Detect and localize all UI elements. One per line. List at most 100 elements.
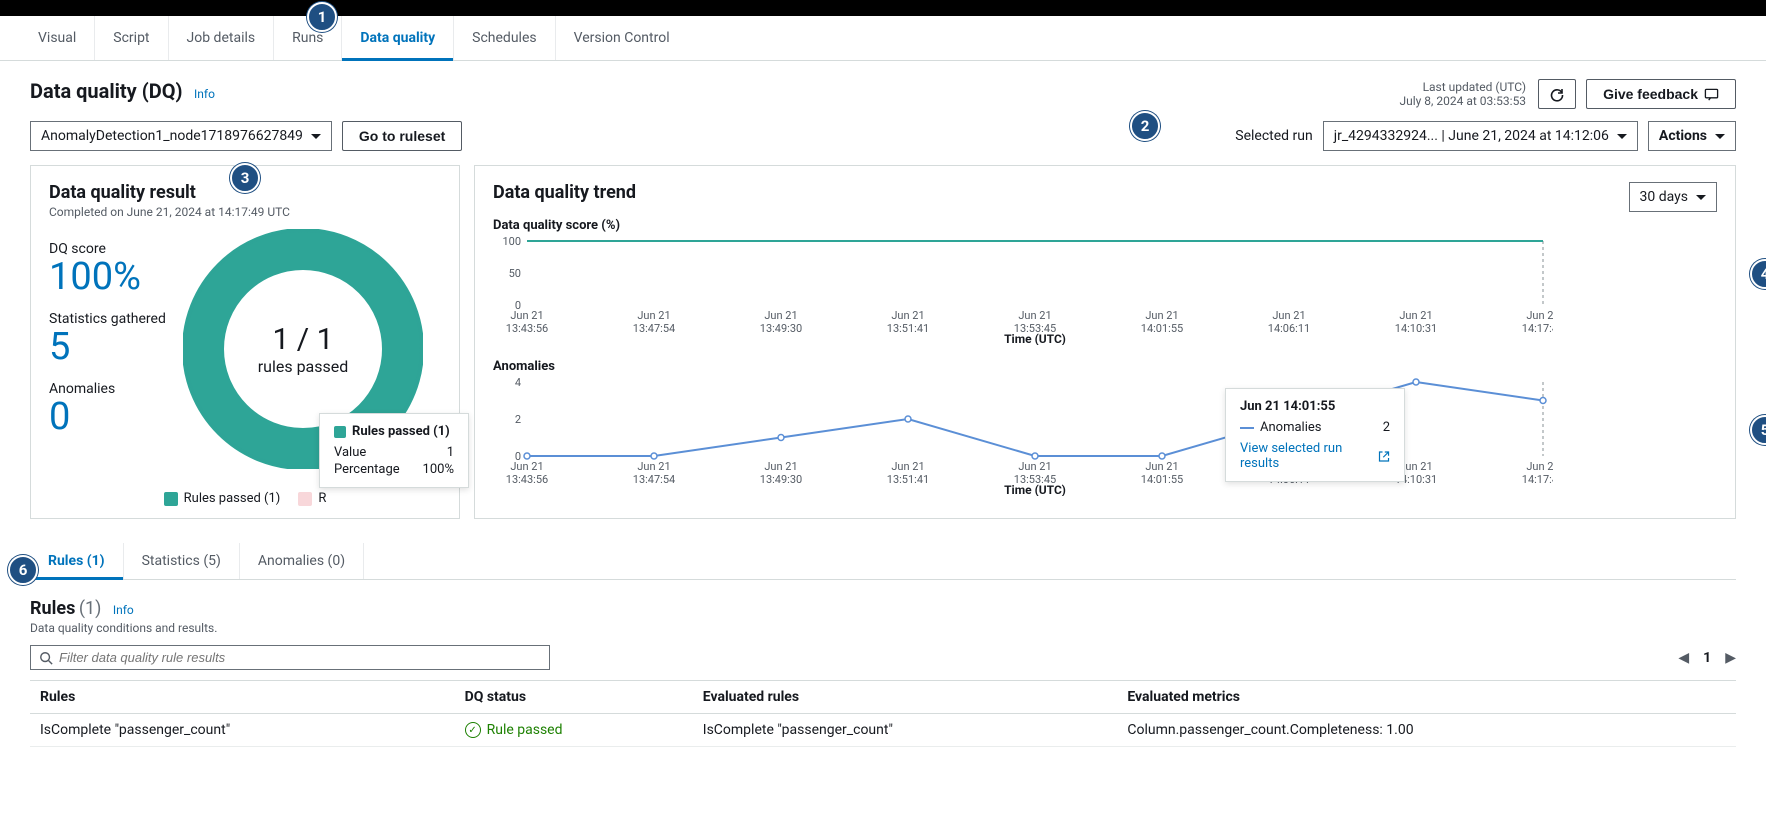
svg-text:Jun 21: Jun 21 <box>1145 460 1178 473</box>
tab-rules[interactable]: Rules (1) <box>30 543 124 579</box>
col-evaluated-metrics[interactable]: Evaluated metrics <box>1117 681 1736 714</box>
svg-text:Jun 21: Jun 21 <box>510 460 543 473</box>
go-to-ruleset-button[interactable]: Go to ruleset <box>342 121 462 151</box>
detail-tabs: Rules (1) Statistics (5) Anomalies (0) <box>30 543 1736 580</box>
anomalies-tooltip: Jun 21 14:01:55 Anomalies 2 View selecte… <box>1225 388 1405 482</box>
svg-text:Jun 21: Jun 21 <box>764 460 797 473</box>
svg-text:Jun 21: Jun 21 <box>1272 309 1305 322</box>
annotation-4: 4 <box>1750 259 1766 289</box>
chevron-down-icon <box>1696 195 1706 200</box>
svg-text:14:10:31: 14:10:31 <box>1395 322 1437 335</box>
svg-text:13:43:56: 13:43:56 <box>506 322 548 335</box>
rules-desc: Data quality conditions and results. <box>30 621 1736 635</box>
svg-text:Jun 21: Jun 21 <box>1018 460 1051 473</box>
selected-run-label: Selected run <box>1235 128 1312 144</box>
check-icon: ✓ <box>465 722 481 738</box>
stats-gathered-value: 5 <box>49 327 169 369</box>
anomalies-chart: 024Jun 2113:43:56Jun 2113:47:54Jun 2113:… <box>493 376 1717 496</box>
anomalies-chart-title: Anomalies <box>493 359 1717 374</box>
tab-schedules[interactable]: Schedules <box>454 16 555 60</box>
info-link[interactable]: Info <box>194 87 215 101</box>
donut-center-value: 1 / 1 <box>258 322 349 357</box>
annotation-1: 1 <box>307 2 337 32</box>
annotation-5: 5 <box>1750 415 1766 445</box>
svg-text:14:17:49: 14:17:49 <box>1522 322 1553 335</box>
svg-text:Jun 21: Jun 21 <box>637 460 670 473</box>
legend-swatch-passed <box>164 492 178 506</box>
svg-text:14:01:55: 14:01:55 <box>1141 322 1183 335</box>
svg-text:13:49:30: 13:49:30 <box>760 473 802 486</box>
svg-text:13:47:54: 13:47:54 <box>633 322 675 335</box>
chevron-down-icon <box>1617 134 1627 139</box>
donut-center-label: rules passed <box>258 357 349 376</box>
rules-search-input[interactable] <box>59 650 541 665</box>
view-run-results-link[interactable]: View selected run results <box>1240 441 1390 471</box>
svg-text:Jun 21: Jun 21 <box>764 309 797 322</box>
tab-data-quality[interactable]: Data quality <box>342 16 454 60</box>
svg-text:13:47:54: 13:47:54 <box>633 473 675 486</box>
donut-tooltip: Rules passed (1) Value1 Percentage100% <box>319 413 469 488</box>
col-status[interactable]: DQ status <box>455 681 693 714</box>
refresh-icon <box>1549 86 1565 102</box>
pager-next[interactable]: ▶ <box>1725 650 1736 666</box>
svg-text:Jun 21: Jun 21 <box>891 309 924 322</box>
result-completed: Completed on June 21, 2024 at 14:17:49 U… <box>49 205 441 219</box>
svg-text:Jun 21: Jun 21 <box>1018 309 1051 322</box>
trend-title: Data quality trend <box>493 182 636 203</box>
svg-text:Jun 21: Jun 21 <box>1145 309 1178 322</box>
svg-text:Jun 21: Jun 21 <box>1526 460 1553 473</box>
rules-table: Rules DQ status Evaluated rules Evaluate… <box>30 680 1736 747</box>
score-chart: 050100Jun 2113:43:56Jun 2113:47:54Jun 21… <box>493 235 1717 345</box>
pager-page: 1 <box>1703 650 1711 666</box>
dq-result-card: Data quality result Completed on June 21… <box>30 165 460 519</box>
actions-menu[interactable]: Actions <box>1648 121 1736 151</box>
donut-legend: Rules passed (1) R <box>31 491 459 506</box>
last-updated: Last updated (UTC) July 8, 2024 at 03:53… <box>1400 80 1527 108</box>
table-row[interactable]: IsComplete "passenger_count" ✓Rule passe… <box>30 714 1736 747</box>
give-feedback-button[interactable]: Give feedback <box>1586 79 1736 109</box>
trend-range-select[interactable]: 30 days <box>1629 182 1717 212</box>
dq-score-value: 100% <box>49 257 169 299</box>
primary-tabs: Visual Script Job details Runs Data qual… <box>0 16 1766 61</box>
node-select[interactable]: AnomalyDetection1_node1718976627849 <box>30 121 332 151</box>
svg-text:Time (UTC): Time (UTC) <box>1004 332 1066 345</box>
svg-text:4: 4 <box>515 376 521 389</box>
refresh-button[interactable] <box>1538 79 1576 109</box>
svg-text:13:51:41: 13:51:41 <box>887 473 929 486</box>
col-evaluated-rules[interactable]: Evaluated rules <box>693 681 1118 714</box>
tab-script[interactable]: Script <box>95 16 168 60</box>
external-link-icon <box>1378 450 1390 463</box>
page-title: Data quality (DQ) <box>30 79 183 103</box>
search-icon <box>39 651 53 665</box>
tab-version-control[interactable]: Version Control <box>556 16 688 60</box>
tab-job-details[interactable]: Job details <box>169 16 275 60</box>
svg-text:14:01:55: 14:01:55 <box>1141 473 1183 486</box>
pager-prev[interactable]: ◀ <box>1678 650 1689 666</box>
tab-anomalies[interactable]: Anomalies (0) <box>240 543 364 579</box>
legend-swatch-failed <box>298 492 312 506</box>
svg-text:14:06:11: 14:06:11 <box>1268 322 1310 335</box>
col-rules[interactable]: Rules <box>30 681 455 714</box>
dq-trend-card: Data quality trend 30 days Data quality … <box>474 165 1736 519</box>
chevron-down-icon <box>311 134 321 139</box>
svg-text:13:51:41: 13:51:41 <box>887 322 929 335</box>
svg-text:Jun 21: Jun 21 <box>1526 309 1553 322</box>
window-chrome <box>0 0 1766 16</box>
feedback-icon <box>1704 87 1719 102</box>
rules-search[interactable] <box>30 645 550 670</box>
svg-text:Jun 21: Jun 21 <box>1399 309 1432 322</box>
svg-text:Jun 21: Jun 21 <box>891 460 924 473</box>
svg-text:50: 50 <box>509 267 521 280</box>
svg-text:Jun 21: Jun 21 <box>510 309 543 322</box>
annotation-6: 6 <box>8 555 38 585</box>
anomalies-value: 0 <box>49 397 169 439</box>
svg-text:2: 2 <box>515 413 521 426</box>
svg-text:13:49:30: 13:49:30 <box>760 322 802 335</box>
tab-visual[interactable]: Visual <box>20 16 95 60</box>
annotation-3: 3 <box>230 163 260 193</box>
selected-run-select[interactable]: jr_4294332924... | June 21, 2024 at 14:1… <box>1323 121 1638 151</box>
tab-statistics[interactable]: Statistics (5) <box>124 543 240 579</box>
rules-info-link[interactable]: Info <box>113 603 134 617</box>
rules-count: (1) <box>79 598 102 619</box>
svg-text:Time (UTC): Time (UTC) <box>1004 483 1066 496</box>
